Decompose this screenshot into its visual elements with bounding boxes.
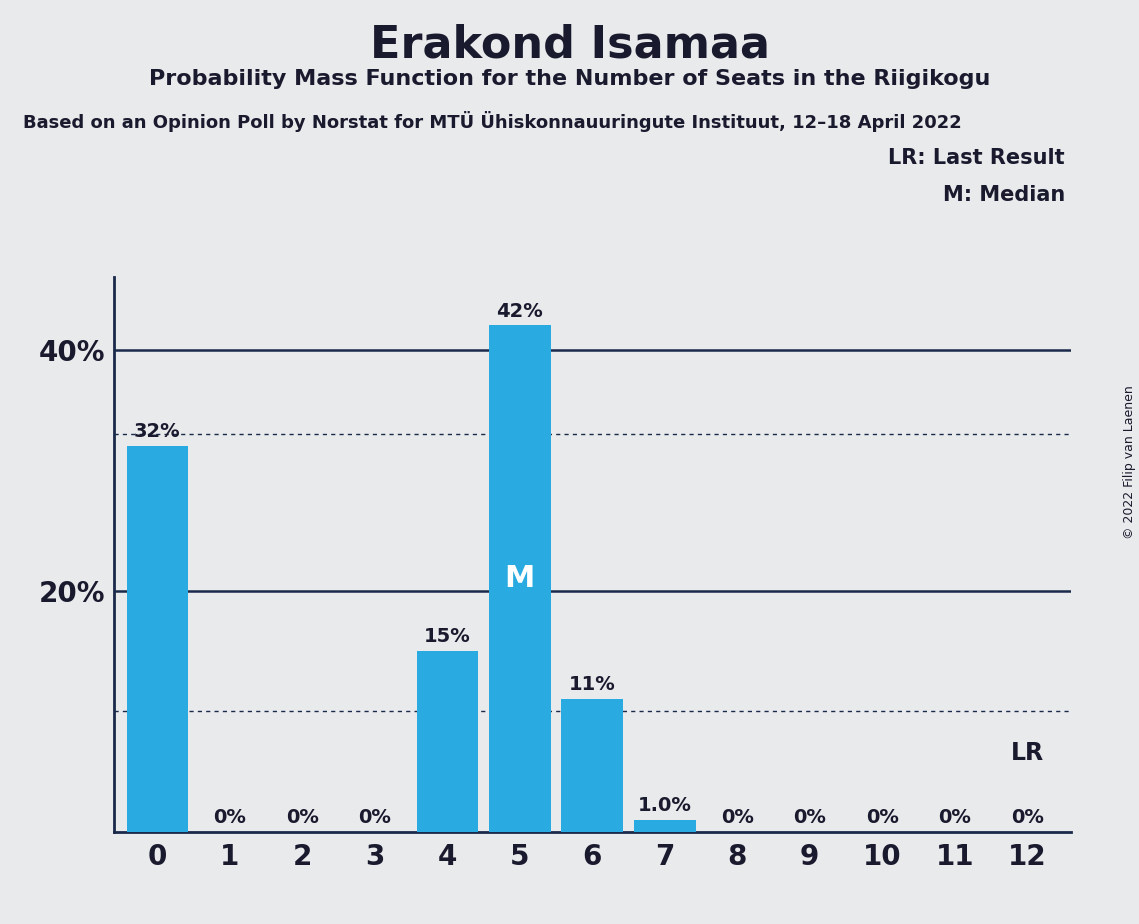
Text: Erakond Isamaa: Erakond Isamaa xyxy=(369,23,770,67)
Bar xyxy=(126,446,188,832)
Text: 11%: 11% xyxy=(568,675,616,694)
Text: 0%: 0% xyxy=(793,808,826,827)
Text: Probability Mass Function for the Number of Seats in the Riigikogu: Probability Mass Function for the Number… xyxy=(149,69,990,90)
Bar xyxy=(417,650,478,832)
Text: LR: Last Result: LR: Last Result xyxy=(888,148,1065,168)
Text: M: M xyxy=(505,564,535,593)
Bar xyxy=(489,325,550,832)
Text: 1.0%: 1.0% xyxy=(638,796,691,815)
Bar xyxy=(562,699,623,832)
Text: 0%: 0% xyxy=(213,808,246,827)
Text: 0%: 0% xyxy=(286,808,319,827)
Bar xyxy=(634,820,696,832)
Text: Based on an Opinion Poll by Norstat for MTÜ Ühiskonnauuringute Instituut, 12–18 : Based on an Opinion Poll by Norstat for … xyxy=(23,111,961,132)
Text: © 2022 Filip van Laenen: © 2022 Filip van Laenen xyxy=(1123,385,1137,539)
Text: 0%: 0% xyxy=(1010,808,1043,827)
Text: 0%: 0% xyxy=(359,808,392,827)
Text: M: Median: M: Median xyxy=(943,185,1065,205)
Text: 42%: 42% xyxy=(497,301,543,321)
Text: 15%: 15% xyxy=(424,627,470,646)
Text: 32%: 32% xyxy=(134,422,181,441)
Text: 0%: 0% xyxy=(866,808,899,827)
Text: 0%: 0% xyxy=(721,808,754,827)
Text: 0%: 0% xyxy=(939,808,972,827)
Text: LR: LR xyxy=(1010,741,1043,765)
